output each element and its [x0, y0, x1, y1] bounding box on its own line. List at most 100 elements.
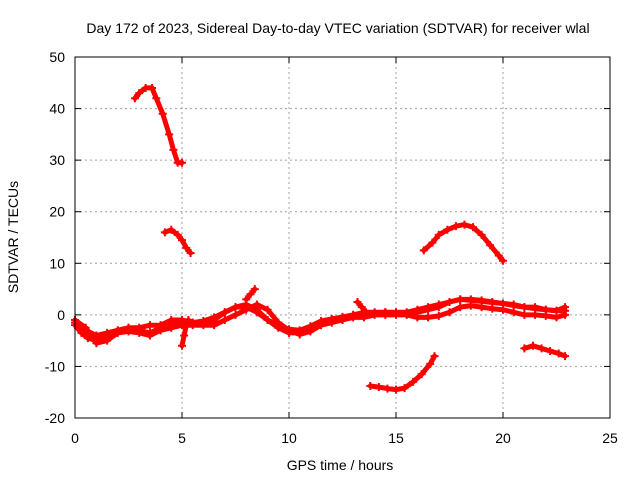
data-point [451, 222, 460, 231]
data-point [220, 308, 229, 317]
series-spike-13h [353, 297, 371, 317]
data-point [242, 305, 251, 314]
data-point [263, 305, 272, 314]
y-tick-label: 20 [49, 204, 65, 220]
data-point [167, 323, 176, 332]
data-point [400, 384, 409, 393]
data-point [552, 306, 561, 315]
data-point [531, 310, 540, 319]
data-point [419, 246, 428, 255]
data-point [178, 158, 186, 167]
data-point [158, 109, 167, 118]
data-point [409, 377, 418, 386]
data-point [366, 382, 375, 391]
data-point [359, 313, 368, 322]
data-point [554, 349, 563, 358]
x-tick-label: 5 [178, 430, 186, 446]
data-point [362, 308, 371, 317]
data-point [477, 230, 486, 239]
data-point [402, 310, 411, 319]
data-point [242, 295, 251, 304]
data-point [169, 145, 178, 154]
series-line [179, 317, 191, 349]
series-line [132, 85, 185, 166]
data-point [392, 385, 400, 394]
data-point [338, 316, 347, 325]
series-arc-low-mid [366, 352, 439, 394]
data-point [552, 313, 561, 322]
y-tick-label: 0 [57, 307, 65, 323]
y-tick-label: 30 [49, 152, 65, 168]
data-point [353, 297, 362, 306]
data-point [561, 310, 570, 319]
data-point [541, 311, 550, 320]
data-point [145, 331, 154, 340]
series-spike-8h [242, 285, 259, 304]
data-point [160, 228, 169, 237]
data-point [103, 328, 112, 337]
data-point [327, 318, 336, 327]
data-point [165, 130, 174, 139]
series-arc-low-late [520, 341, 570, 361]
y-tick-label: -10 [45, 358, 65, 374]
data-point [252, 300, 261, 309]
y-tick-label: 10 [49, 255, 65, 271]
data-point [317, 321, 326, 330]
data-point [81, 323, 90, 332]
data-point [180, 331, 189, 340]
data-point [178, 341, 186, 350]
data-point [295, 330, 304, 339]
data-point [186, 248, 195, 257]
x-tick-labels: 0 5 10 15 20 25 [71, 430, 618, 446]
data-point [250, 285, 259, 294]
data-point [477, 303, 486, 312]
x-tick-label: 0 [71, 430, 79, 446]
data-point [509, 300, 518, 309]
data-point [178, 236, 186, 245]
data-point [443, 225, 452, 234]
data-point [456, 295, 465, 304]
data-point [430, 352, 439, 361]
data-point [210, 321, 219, 330]
data-point [145, 321, 154, 330]
data-point [528, 341, 537, 350]
data-point [466, 301, 475, 310]
data-point [135, 328, 144, 337]
data-point [135, 89, 144, 98]
data-point [252, 308, 261, 317]
data-point [537, 344, 546, 353]
data-point [434, 311, 443, 320]
data-point [546, 346, 555, 355]
data-point [486, 241, 495, 250]
x-tick-label: 20 [495, 430, 511, 446]
data-point [285, 326, 293, 335]
data-point [509, 308, 518, 317]
data-point [103, 336, 112, 345]
data-point [469, 223, 478, 232]
data-point [156, 326, 165, 335]
data-point [561, 303, 570, 312]
data-point [488, 304, 497, 313]
data-point [413, 313, 422, 322]
data-point [381, 310, 390, 319]
data-point [434, 230, 443, 239]
chart-title: Day 172 of 2023, Sidereal Day-to-day VTE… [86, 20, 589, 36]
data-point [499, 305, 507, 314]
x-tick-label: 15 [388, 430, 404, 446]
data-point [383, 384, 392, 393]
data-point [531, 303, 540, 312]
data-point [167, 225, 176, 234]
y-tick-label: 40 [49, 101, 65, 117]
data-point [173, 230, 182, 239]
data-point [182, 321, 191, 330]
data-point [520, 310, 529, 319]
data-point [460, 220, 469, 229]
data-point [488, 297, 497, 306]
y-axis-label: SDTVAR / TECUs [5, 181, 21, 293]
y-tick-labels: -20 -10 0 10 20 30 40 50 [45, 49, 65, 426]
series-baseline-c [71, 300, 570, 348]
data-point [445, 297, 454, 306]
data-point [274, 318, 283, 327]
